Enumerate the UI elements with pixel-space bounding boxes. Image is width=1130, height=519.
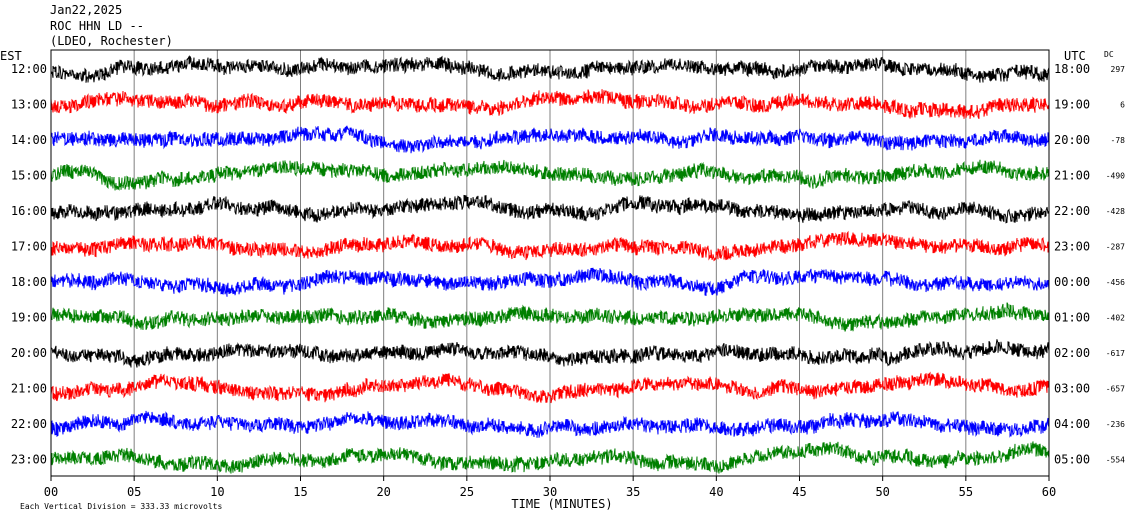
utc-tick-label: 21:00 <box>1054 169 1090 183</box>
x-tick-label: 35 <box>626 485 640 499</box>
trace-10 <box>50 410 1050 438</box>
trace-4 <box>50 194 1050 224</box>
est-tick-label: 15:00 <box>11 169 47 183</box>
est-tick-label: 20:00 <box>11 346 47 360</box>
dc-offset-label: -428 <box>1106 207 1125 216</box>
x-tick-label: 15 <box>293 485 307 499</box>
x-tick-label: 20 <box>376 485 390 499</box>
x-tick-label: 60 <box>1042 485 1056 499</box>
trace-9 <box>50 371 1050 404</box>
trace-1 <box>50 89 1050 120</box>
x-axis-title: TIME (MINUTES) <box>511 497 612 511</box>
est-axis-title: EST <box>0 49 22 63</box>
est-tick-label: 14:00 <box>11 133 47 147</box>
dc-offset-label: -287 <box>1106 243 1125 252</box>
est-tick-label: 16:00 <box>11 204 47 218</box>
utc-tick-label: 05:00 <box>1054 453 1090 467</box>
est-tick-label: 22:00 <box>11 417 47 431</box>
x-tick-label: 50 <box>875 485 889 499</box>
x-tick-label: 00 <box>44 485 58 499</box>
est-tick-label: 19:00 <box>11 311 47 325</box>
utc-tick-label: 03:00 <box>1054 382 1090 396</box>
est-tick-label: 18:00 <box>11 275 47 289</box>
dc-offset-label: -78 <box>1111 136 1126 145</box>
utc-axis-title: UTC <box>1064 49 1086 63</box>
x-tick-label: 25 <box>460 485 474 499</box>
utc-tick-label: 04:00 <box>1054 417 1090 431</box>
est-tick-label: 21:00 <box>11 382 47 396</box>
trace-3 <box>50 159 1050 191</box>
dc-offset-label: -236 <box>1106 420 1125 429</box>
trace-11 <box>50 441 1050 474</box>
x-tick-label: 30 <box>543 485 557 499</box>
dc-offset-label: -617 <box>1106 349 1125 358</box>
dc-offset-label: -456 <box>1106 278 1125 287</box>
utc-tick-label: 23:00 <box>1054 240 1090 254</box>
x-tick-label: 55 <box>959 485 973 499</box>
utc-tick-label: 20:00 <box>1054 133 1090 147</box>
dc-offset-label: 6 <box>1120 101 1125 110</box>
utc-tick-label: 18:00 <box>1054 62 1090 76</box>
utc-tick-label: 02:00 <box>1054 346 1090 360</box>
est-tick-label: 23:00 <box>11 453 47 467</box>
utc-tick-label: 19:00 <box>1054 98 1090 112</box>
station-network: (LDEO, Rochester) <box>50 34 173 48</box>
scale-note: Each Vertical Division = 333.33 microvol… <box>20 502 222 511</box>
trace-6 <box>50 267 1050 297</box>
station-code: ROC HHN LD -- <box>50 19 144 33</box>
est-tick-label: 13:00 <box>11 98 47 112</box>
trace-7 <box>50 302 1050 332</box>
dc-offset-label: -657 <box>1106 385 1125 394</box>
trace-2 <box>50 125 1050 154</box>
est-tick-label: 17:00 <box>11 240 47 254</box>
dc-offset-label: -402 <box>1106 314 1125 323</box>
trace-0 <box>50 54 1050 83</box>
trace-5 <box>50 230 1050 262</box>
dc-offset-label: -490 <box>1106 172 1125 181</box>
dc-offset-label: -554 <box>1106 456 1125 465</box>
utc-tick-label: 01:00 <box>1054 311 1090 325</box>
trace-8 <box>50 339 1050 368</box>
utc-tick-label: 00:00 <box>1054 275 1090 289</box>
x-tick-label: 10 <box>210 485 224 499</box>
x-tick-label: 40 <box>709 485 723 499</box>
est-tick-label: 12:00 <box>11 62 47 76</box>
utc-tick-label: 22:00 <box>1054 204 1090 218</box>
dc-axis-title: DC <box>1104 50 1114 59</box>
x-tick-label: 05 <box>127 485 141 499</box>
dc-offset-label: 297 <box>1111 65 1126 74</box>
chart-date: Jan22,2025 <box>50 3 123 17</box>
x-tick-label: 45 <box>792 485 806 499</box>
